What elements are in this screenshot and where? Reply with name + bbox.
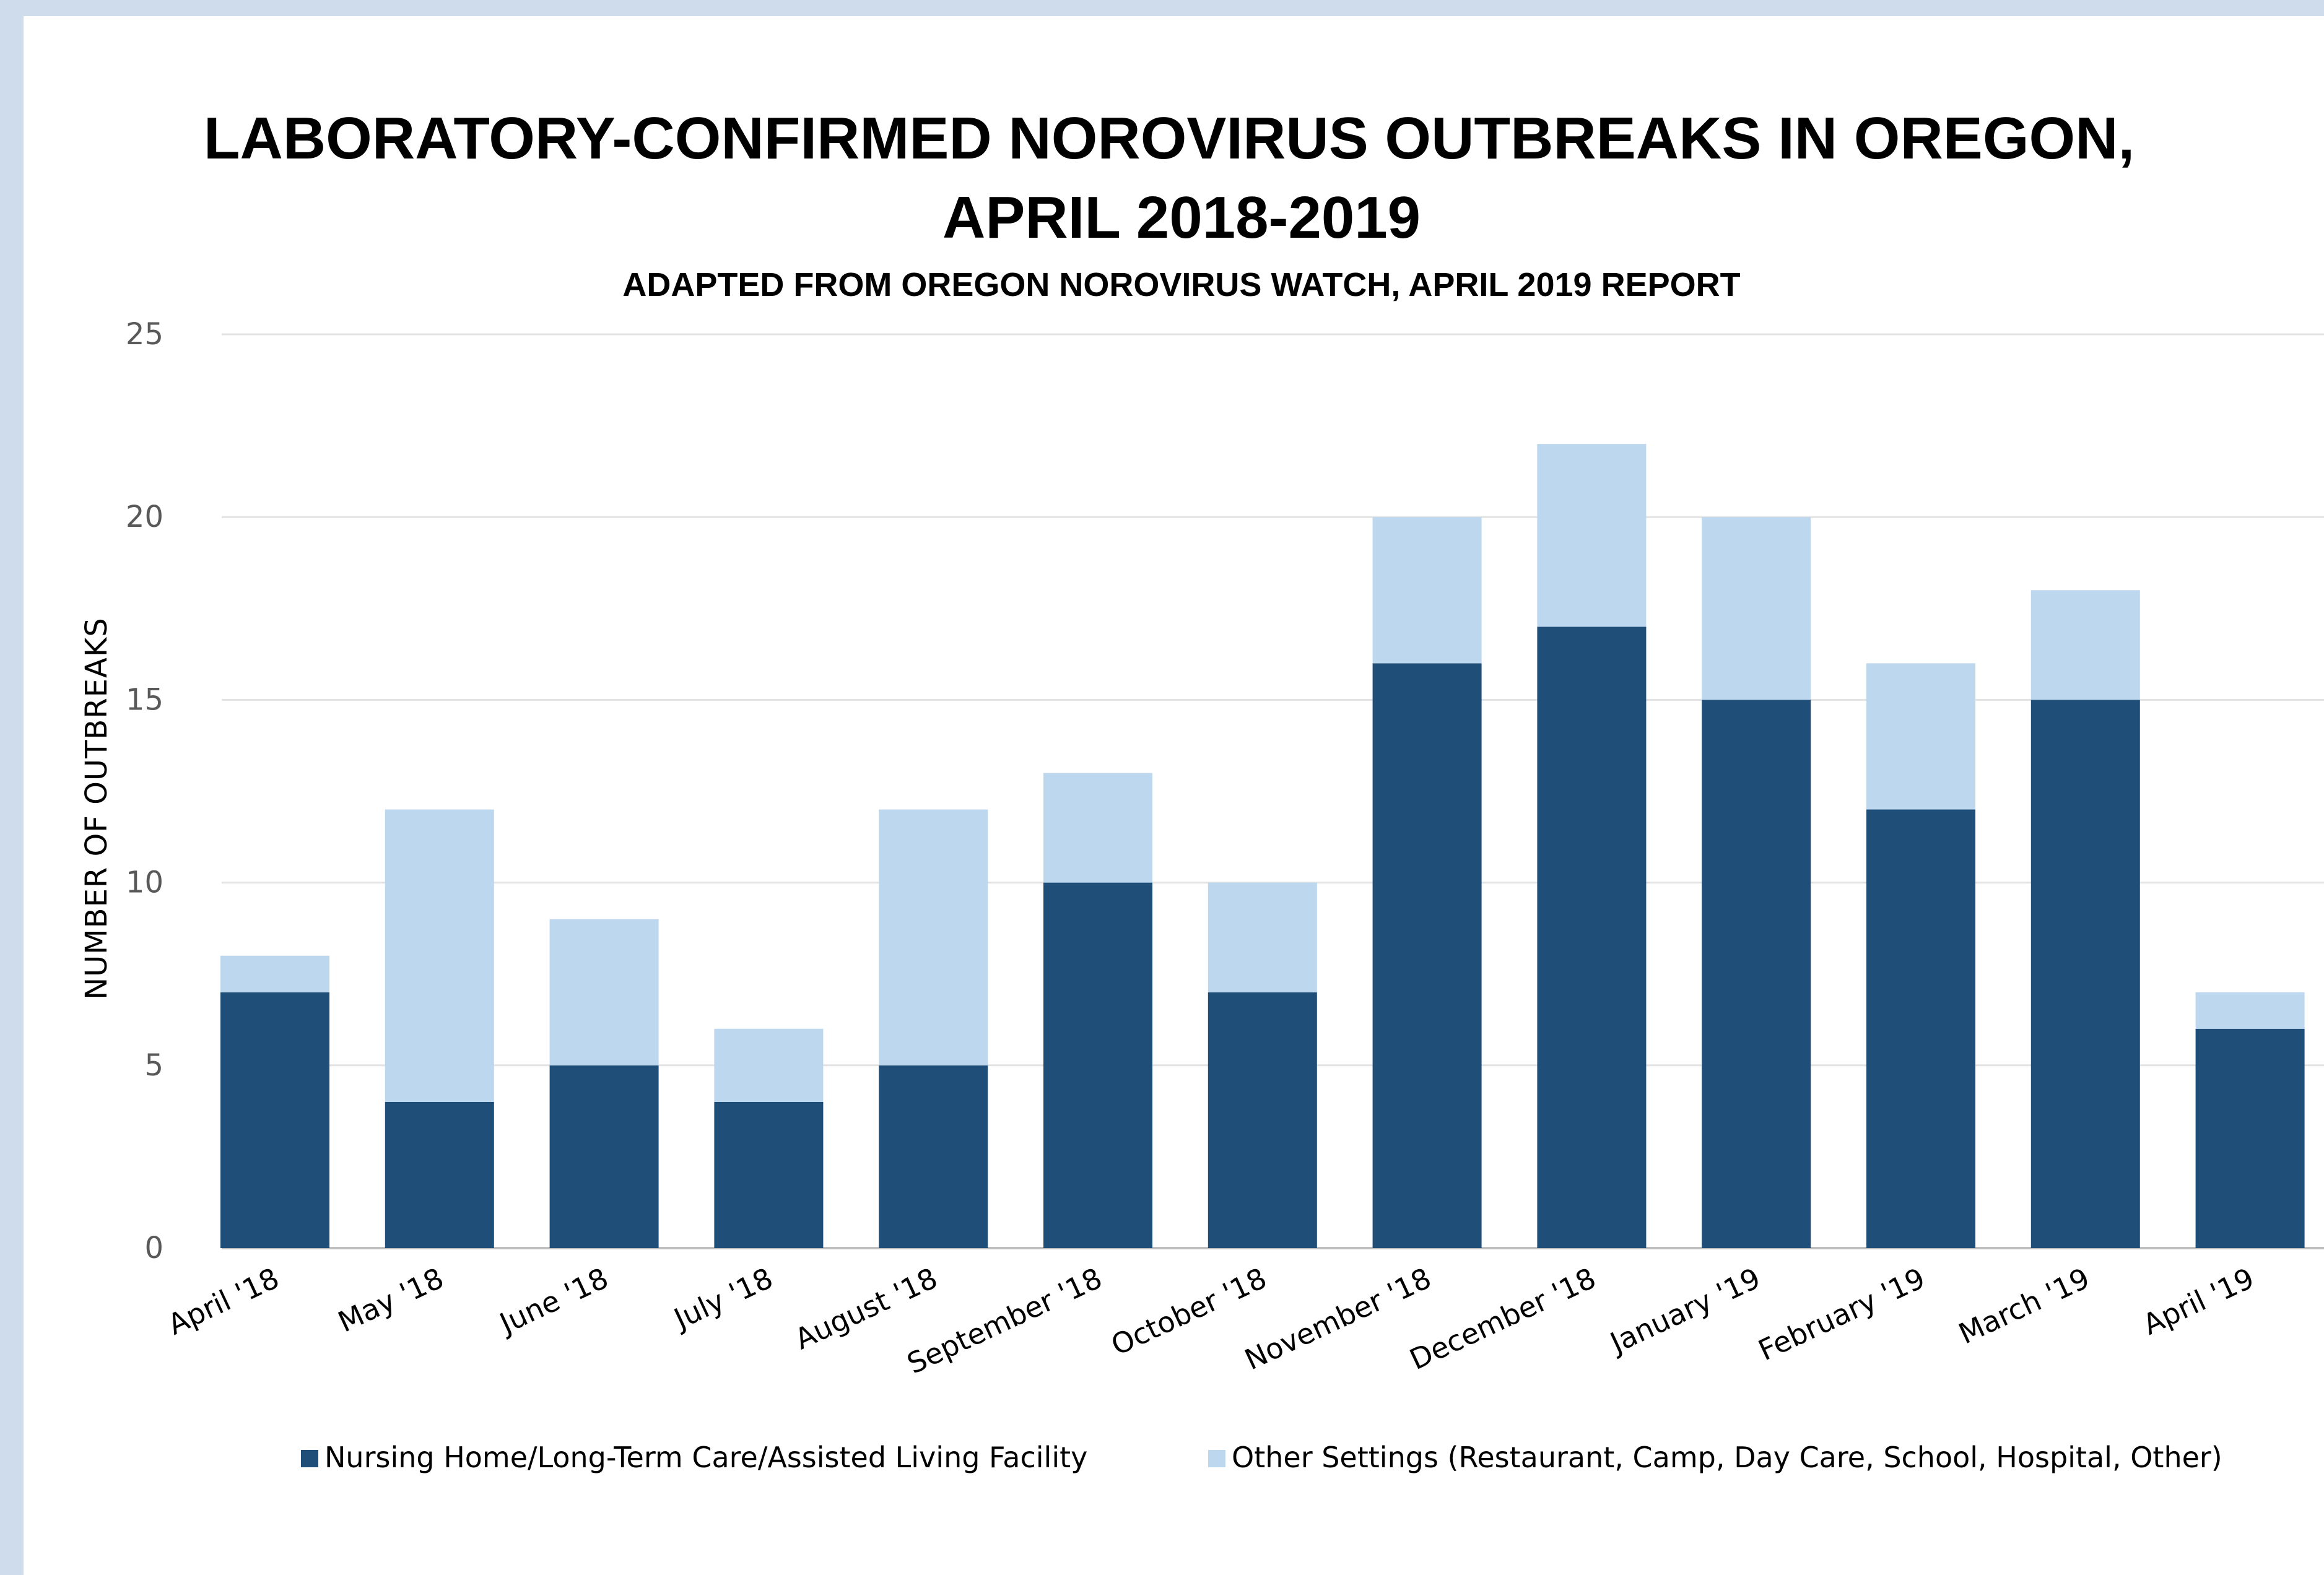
bar-segment-other-settings bbox=[714, 1028, 824, 1102]
bar-segment-other-settings bbox=[549, 919, 659, 1065]
chart-title-line1: LABORATORY-CONFIRMED NOROVIRUS OUTBREAKS… bbox=[204, 105, 2135, 171]
x-tick-label: November '18 bbox=[1240, 1261, 1436, 1376]
bar-segment-nursing-home bbox=[2195, 1028, 2305, 1248]
bar-segment-nursing-home bbox=[385, 1101, 494, 1248]
bar-segment-other-settings bbox=[385, 809, 494, 1102]
bar-segment-nursing-home bbox=[1866, 809, 1975, 1248]
y-tick-label: 15 bbox=[126, 682, 163, 717]
bar-segment-nursing-home bbox=[2030, 700, 2140, 1248]
chart-subtitle: ADAPTED FROM OREGON NOROVIRUS WATCH, APR… bbox=[622, 266, 1740, 303]
bar-segment-nursing-home bbox=[714, 1101, 824, 1248]
x-tick-label: April '18 bbox=[163, 1261, 284, 1342]
bar-segment-nursing-home bbox=[1372, 663, 1482, 1248]
x-tick-label: February '19 bbox=[1753, 1261, 1930, 1367]
y-tick-label: 0 bbox=[144, 1231, 163, 1265]
y-axis-title: NUMBER OF OUTBREAKS bbox=[79, 617, 114, 1000]
bar-segment-other-settings bbox=[1866, 663, 1975, 810]
y-axis-ticks: 0 5 10 15 20 25 bbox=[126, 317, 163, 1265]
legend-label: Other Settings (Restaurant, Camp, Day Ca… bbox=[1232, 1441, 2222, 1474]
y-tick-label: 20 bbox=[126, 500, 163, 534]
bar-segment-nursing-home bbox=[1208, 992, 1317, 1248]
bar-segment-other-settings bbox=[1043, 773, 1152, 883]
bar-segment-nursing-home bbox=[1537, 627, 1647, 1248]
chart-title-line2: APRIL 2018-2019 bbox=[942, 184, 1421, 251]
bar-segment-nursing-home bbox=[1043, 882, 1152, 1248]
bar-segment-other-settings bbox=[220, 955, 329, 992]
legend-swatch bbox=[301, 1450, 318, 1467]
x-tick-label: January '19 bbox=[1603, 1261, 1765, 1360]
x-tick-label: December '18 bbox=[1404, 1261, 1601, 1376]
x-tick-label: March '19 bbox=[1954, 1261, 2095, 1350]
chart: LABORATORY-CONFIRMED NOROVIRUS OUTBREAKS… bbox=[79, 105, 2324, 1474]
bar-segment-other-settings bbox=[1702, 517, 1811, 700]
x-tick-label: July '18 bbox=[668, 1261, 778, 1336]
legend-swatch bbox=[1208, 1450, 1225, 1467]
chart-frame: LABORATORY-CONFIRMED NOROVIRUS OUTBREAKS… bbox=[24, 16, 2324, 1575]
x-axis-labels: April '18 May '18 June '18 July '18 August '… bbox=[163, 1261, 2259, 1381]
bar-segment-nursing-home bbox=[1702, 700, 1811, 1248]
legend-label: Nursing Home/Long-Term Care/Assisted Liv… bbox=[324, 1441, 1087, 1474]
y-tick-label: 10 bbox=[126, 866, 163, 900]
bar-segment-other-settings bbox=[879, 809, 988, 1065]
y-tick-label: 25 bbox=[126, 317, 163, 352]
x-tick-label: April '19 bbox=[2138, 1261, 2259, 1342]
bar-segment-other-settings bbox=[1537, 444, 1647, 627]
bar-segment-other-settings bbox=[2195, 992, 2305, 1029]
legend: Nursing Home/Long-Term Care/Assisted Liv… bbox=[301, 1441, 2222, 1474]
bar-segment-other-settings bbox=[2030, 590, 2140, 700]
bar-segment-nursing-home bbox=[879, 1065, 988, 1248]
bar-segment-nursing-home bbox=[549, 1065, 659, 1248]
y-tick-label: 5 bbox=[144, 1048, 163, 1083]
bar-segment-other-settings bbox=[1372, 517, 1482, 664]
bar-segment-nursing-home bbox=[220, 992, 329, 1248]
bars bbox=[220, 444, 2305, 1248]
bar-segment-other-settings bbox=[1208, 882, 1317, 992]
x-tick-label: May '18 bbox=[333, 1261, 449, 1339]
x-tick-label: June '18 bbox=[493, 1261, 613, 1341]
